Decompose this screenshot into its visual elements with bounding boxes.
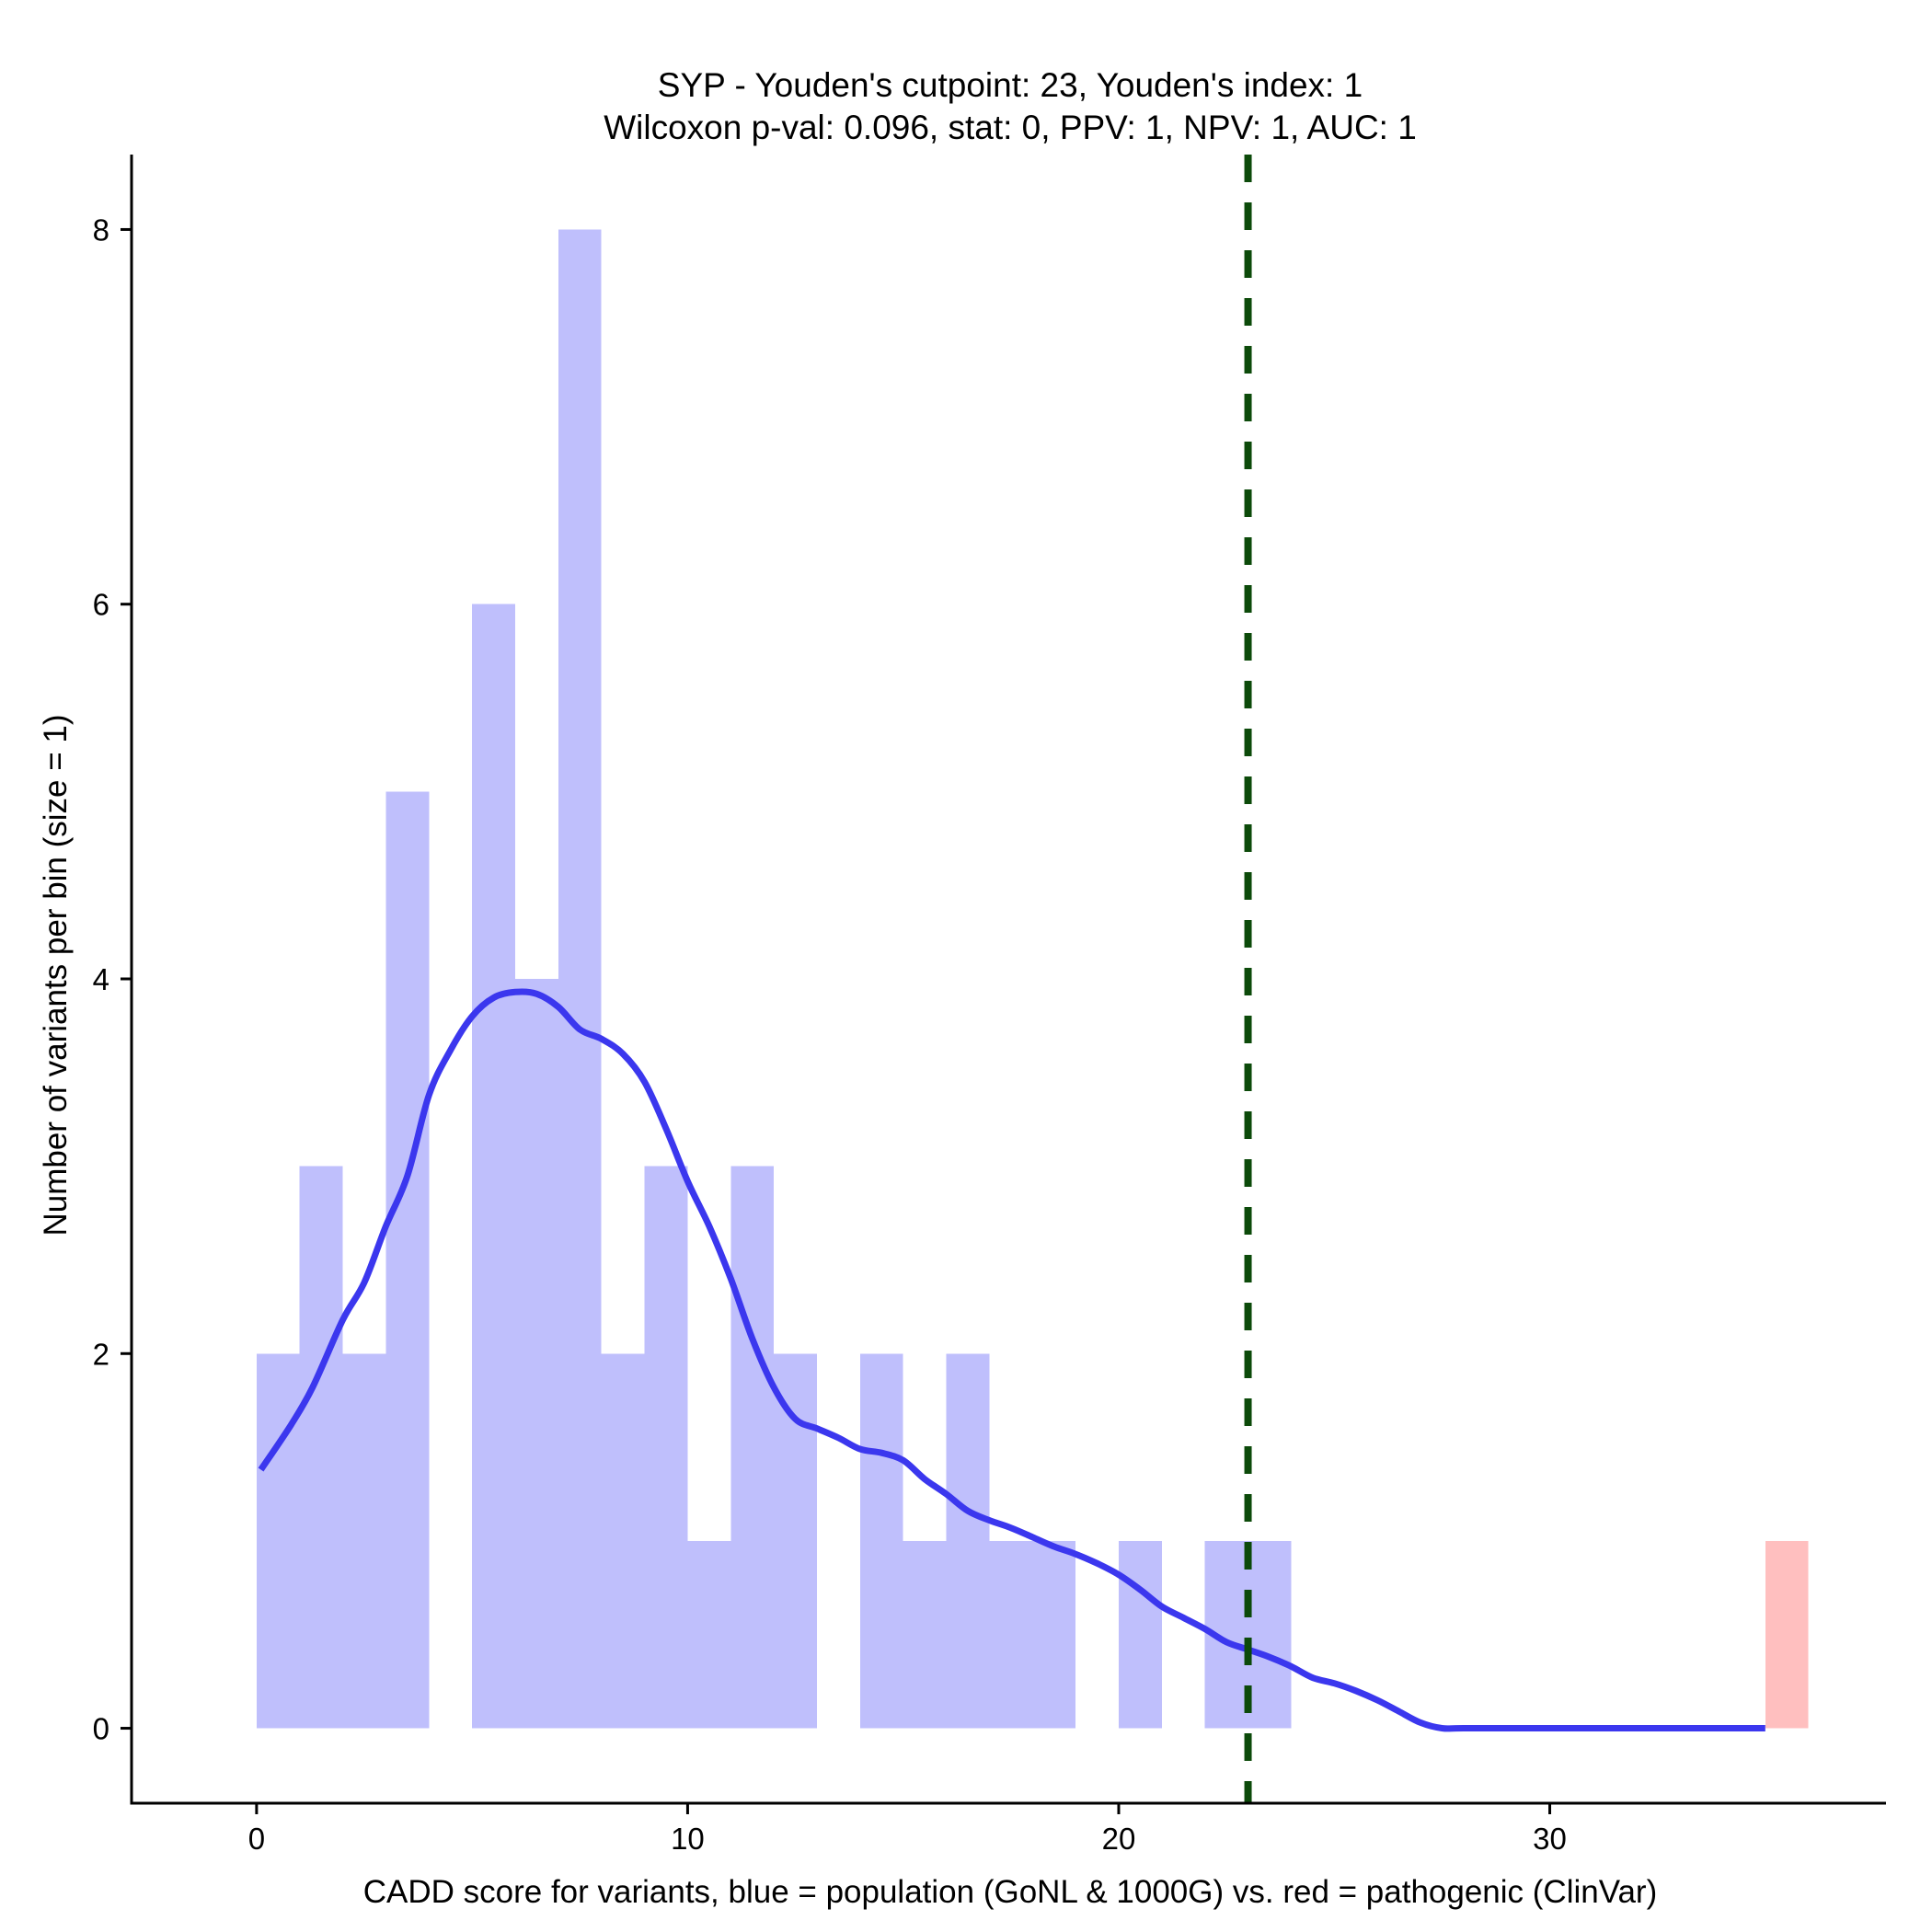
population-bar — [515, 979, 558, 1729]
population-bar — [903, 1540, 947, 1729]
y-axis-ticks: 0 2 4 6 8 — [93, 213, 132, 1746]
x-tick-label: 10 — [671, 1822, 705, 1856]
density-curve-group — [258, 988, 1765, 1732]
chart-title-line1: SYP - Youden's cutpoint: 23, Youden's in… — [658, 66, 1363, 104]
y-axis-label: Number of variants per bin (size = 1) — [38, 714, 74, 1236]
x-axis-ticks: 0 10 20 30 — [248, 1803, 1567, 1856]
y-tick-label: 6 — [93, 588, 109, 622]
population-bar — [687, 1540, 731, 1729]
y-tick-label: 4 — [93, 962, 109, 996]
chart-title: SYP - Youden's cutpoint: 23, Youden's in… — [604, 66, 1417, 146]
population-bar — [1118, 1540, 1162, 1729]
x-tick-label: 20 — [1102, 1822, 1136, 1856]
histogram-bars — [256, 229, 1809, 1729]
x-tick-label: 0 — [248, 1822, 265, 1856]
pathogenic-bar — [1765, 1540, 1809, 1729]
population-bar — [472, 604, 516, 1729]
population-bar — [256, 1353, 300, 1729]
population-bar — [946, 1353, 990, 1729]
chart-subtitle: Wilcoxon p-val: 0.096, stat: 0, PPV: 1, … — [604, 109, 1417, 146]
y-tick-label: 0 — [93, 1712, 109, 1746]
population-bar — [601, 1353, 645, 1729]
x-tick-label: 30 — [1533, 1822, 1567, 1856]
population-bar — [385, 791, 430, 1729]
population-bar — [299, 1166, 343, 1729]
population-bar — [730, 1166, 775, 1729]
population-bar — [644, 1166, 688, 1729]
population-bar — [989, 1540, 1033, 1729]
population-bar — [1032, 1540, 1076, 1729]
y-tick-label: 8 — [93, 213, 109, 247]
density-curve — [258, 988, 1765, 1732]
population-bar — [1248, 1540, 1292, 1729]
x-axis-label: CADD score for variants, blue = populati… — [363, 1874, 1658, 1910]
population-bar — [774, 1353, 817, 1729]
population-bar — [859, 1353, 903, 1729]
population-bar — [342, 1353, 386, 1729]
population-bar — [558, 229, 602, 1729]
y-tick-label: 2 — [93, 1337, 109, 1371]
